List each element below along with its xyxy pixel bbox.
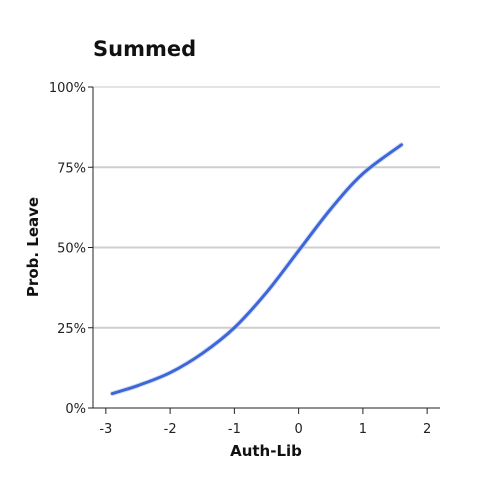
x-tick-label: -2 bbox=[164, 422, 177, 437]
y-tick-label: 0% bbox=[65, 402, 86, 417]
chart-title: Summed bbox=[93, 37, 196, 61]
series-line-halo bbox=[109, 142, 404, 397]
y-axis-label: Prob. Leave bbox=[24, 197, 42, 297]
x-axis-label: Auth-Lib bbox=[230, 442, 302, 460]
series-layer bbox=[109, 142, 404, 397]
y-tick-label: 75% bbox=[57, 161, 86, 176]
grid-layer bbox=[93, 86, 440, 329]
tick-layer: 0% 25% 50% 75% 100% -3 -2 -1 0 1 2 bbox=[49, 81, 431, 437]
series-line bbox=[110, 143, 403, 396]
x-tick-label: 2 bbox=[423, 422, 431, 437]
x-tick-label: 1 bbox=[359, 422, 367, 437]
y-tick-label: 25% bbox=[57, 322, 86, 337]
x-tick-label: 0 bbox=[294, 422, 302, 437]
y-tick-label: 50% bbox=[57, 242, 86, 257]
x-tick-label: -1 bbox=[228, 422, 241, 437]
y-tick-label: 100% bbox=[49, 81, 86, 96]
x-tick-label: -3 bbox=[99, 422, 112, 437]
